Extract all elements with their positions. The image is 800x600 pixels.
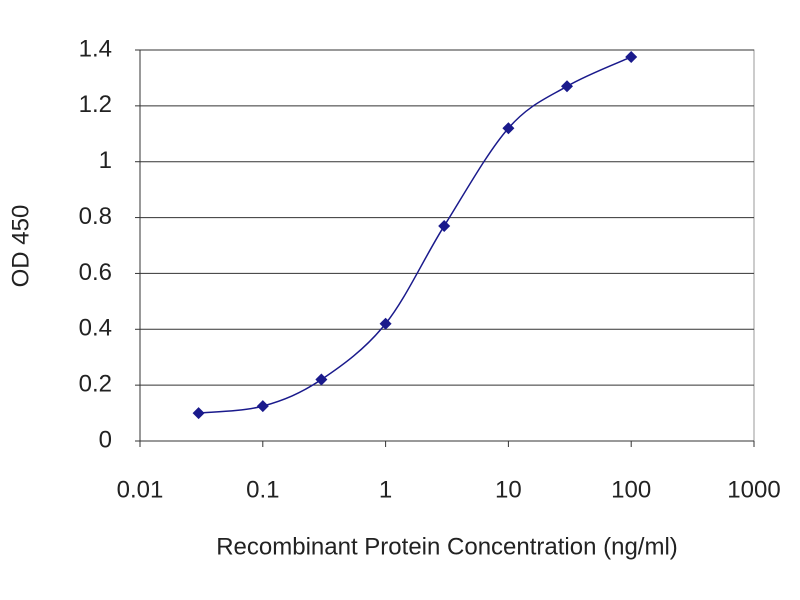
line xyxy=(198,56,632,414)
point xyxy=(315,373,328,386)
x-tick-label: 10 xyxy=(495,476,522,503)
x-tick-label: 0.01 xyxy=(117,476,164,503)
point xyxy=(625,50,638,63)
x-tick-label: 1000 xyxy=(727,476,780,503)
y-axis-label: OD 450 xyxy=(7,205,34,288)
x-axis-label: Recombinant Protein Concentration (ng/ml… xyxy=(216,533,678,560)
y-tick-label: 0.6 xyxy=(79,259,112,286)
y-tick-label: 1.2 xyxy=(79,91,112,118)
y-tick-label: 1.4 xyxy=(79,35,112,62)
y-tick-label: 0.4 xyxy=(79,315,112,342)
point xyxy=(560,80,573,93)
x-tick-label: 0.1 xyxy=(246,476,279,503)
y-tick-label: 0.2 xyxy=(79,370,112,397)
y-tick-label: 0 xyxy=(99,426,112,453)
plot-area xyxy=(139,49,755,442)
y-tick-label: 0.8 xyxy=(79,203,112,230)
point xyxy=(502,122,515,135)
x-tick-label: 100 xyxy=(611,476,651,503)
point xyxy=(379,317,392,330)
point xyxy=(256,400,269,413)
point xyxy=(438,219,451,232)
point xyxy=(192,407,205,420)
y-tick-label: 1 xyxy=(99,147,112,174)
x-tick-label: 1 xyxy=(379,476,392,503)
